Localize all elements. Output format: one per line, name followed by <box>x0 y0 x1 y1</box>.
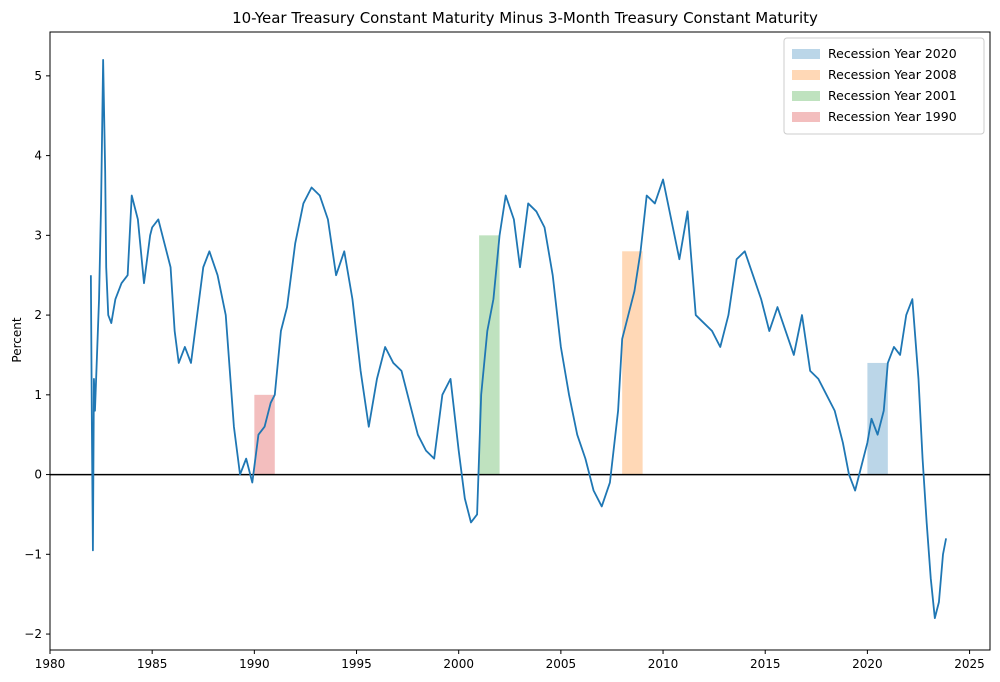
legend-swatch <box>792 91 820 101</box>
y-tick-label: −2 <box>24 627 42 641</box>
recession-band <box>254 394 275 475</box>
series-line <box>89 59 947 619</box>
x-tick-label: 1980 <box>35 657 66 671</box>
legend-label: Recession Year 1990 <box>828 109 957 124</box>
y-tick-label: 4 <box>34 149 42 163</box>
legend-swatch <box>792 112 820 122</box>
y-tick-label: 0 <box>34 468 42 482</box>
y-axis-ticks: −2 −1 0 1 2 3 4 5 <box>24 69 50 641</box>
x-axis-ticks: 1980 1985 1990 1995 2000 2005 2010 2015 2020 2025 <box>35 650 985 671</box>
y-tick-label: 1 <box>34 388 42 402</box>
legend: Recession Year 2020 Recession Year 2008 Re… <box>783 37 985 135</box>
legend-label: Recession Year 2020 <box>828 46 957 61</box>
recession-shading-group <box>254 235 888 475</box>
x-tick-label: 2000 <box>443 657 474 671</box>
x-tick-label: 2010 <box>648 657 679 671</box>
y-tick-label: 5 <box>34 69 42 83</box>
legend-box <box>783 37 985 135</box>
x-tick-label: 2025 <box>954 657 985 671</box>
series-group <box>89 59 947 619</box>
y-axis-label: Percent <box>10 317 24 362</box>
plot-frame <box>49 31 991 651</box>
legend-label: Recession Year 2001 <box>828 88 957 103</box>
x-tick-label: 1985 <box>137 657 168 671</box>
y-tick-label: −1 <box>24 547 42 561</box>
legend-swatch <box>792 70 820 80</box>
legend-label: Recession Year 2008 <box>828 67 957 82</box>
x-tick-label: 2015 <box>750 657 781 671</box>
legend-swatch <box>792 49 820 59</box>
x-tick-label: 1995 <box>341 657 372 671</box>
x-tick-label: 2020 <box>852 657 883 671</box>
recession-band <box>622 251 643 475</box>
x-tick-label: 2005 <box>546 657 577 671</box>
recession-band <box>867 362 888 475</box>
x-tick-label: 1990 <box>239 657 270 671</box>
y-tick-label: 3 <box>34 228 42 242</box>
chart-title: 10-Year Treasury Constant Maturity Minus… <box>232 9 818 27</box>
y-tick-label: 2 <box>34 308 42 322</box>
